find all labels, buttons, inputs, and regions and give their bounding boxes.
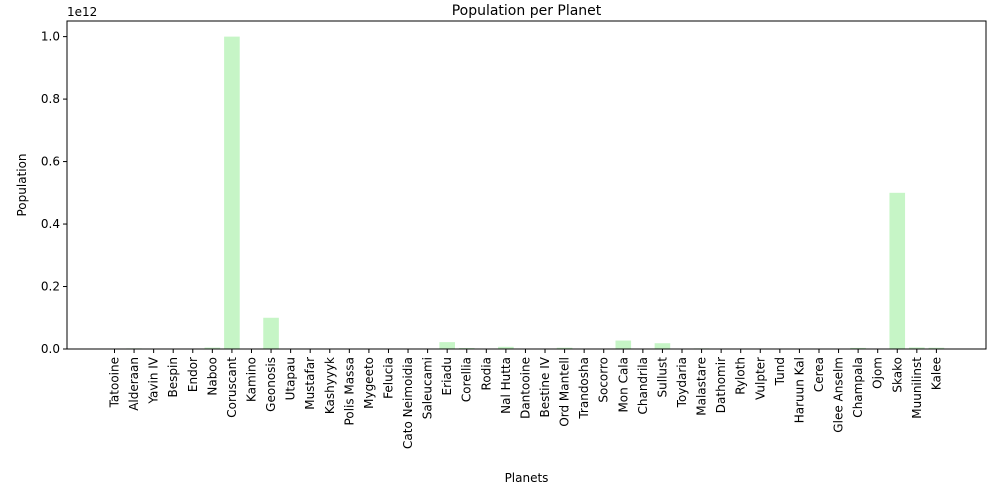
- bar-sullust: [654, 343, 671, 349]
- x-tick-label: Tatooine: [108, 357, 122, 408]
- bar-champala: [850, 347, 866, 349]
- bars-group: [106, 36, 945, 349]
- y-axis-label: Population: [15, 153, 29, 216]
- y-tick-label: 0.2: [41, 280, 60, 294]
- x-tick-label: Kamino: [244, 357, 258, 402]
- x-tick-label: Mustafar: [303, 357, 317, 410]
- x-tick-label: Sullust: [655, 357, 669, 398]
- x-tick-label: Dathomir: [714, 357, 728, 413]
- x-tick-label: Polis Massa: [342, 357, 356, 425]
- bar-nal-hutta: [498, 346, 514, 349]
- x-tick-label: Eriadu: [440, 357, 454, 395]
- y-axis: 0.0 0.2 0.4 0.6 0.8 1.0: [41, 30, 67, 356]
- x-tick-label: Muunilinst: [910, 357, 924, 419]
- x-tick-label: Cerea: [812, 357, 826, 392]
- x-tick-label: Cato Neimoidia: [401, 357, 415, 449]
- bar-naboo: [204, 347, 221, 349]
- bar-muunilinst: [909, 347, 925, 349]
- x-tick-label: Glee Anselm: [832, 357, 846, 433]
- x-tick-label: Bespin: [166, 357, 180, 397]
- chart-title: Population per Planet: [452, 3, 602, 19]
- bar-coruscant: [224, 36, 240, 349]
- x-tick-label: Socorro: [597, 357, 611, 403]
- x-tick-label: Mon Cala: [616, 357, 630, 413]
- bar-mon-cala: [615, 340, 632, 349]
- x-tick-label: Haruun Kal: [792, 357, 806, 423]
- y-tick-label: 0.8: [41, 92, 60, 106]
- x-axis-label: Planets: [505, 471, 549, 485]
- x-tick-label: Kalee: [929, 357, 943, 390]
- x-tick-label: Endor: [186, 357, 200, 392]
- x-tick-label: Nal Hutta: [499, 357, 513, 414]
- x-tick-label: Vulpter: [753, 357, 767, 400]
- x-tick-label: Yavin IV: [147, 356, 161, 404]
- y-tick-label: 0.4: [41, 217, 60, 231]
- x-tick-label: Kashyyyk: [323, 357, 337, 414]
- x-tick-label: Alderaan: [127, 357, 141, 411]
- x-axis: Tatooine Alderaan Yavin IV Bespin Endor Naboo…: [108, 349, 943, 449]
- x-tick-label: Coruscant: [225, 357, 239, 418]
- x-tick-label: Naboo: [205, 357, 219, 396]
- x-tick-label: Malastare: [695, 357, 709, 416]
- x-tick-label: Saleucami: [421, 357, 435, 419]
- x-tick-label: Dantooine: [518, 357, 532, 419]
- x-tick-label: Skako: [890, 357, 904, 393]
- y-tick-label: 0.0: [41, 342, 60, 356]
- y-tick-label: 0.6: [41, 155, 60, 169]
- x-tick-label: Champala: [851, 357, 865, 418]
- x-tick-label: Ryloth: [734, 357, 748, 395]
- y-offset-label: 1e12: [67, 5, 97, 19]
- bar-ord-mantell: [556, 347, 573, 349]
- x-tick-label: Toydaria: [675, 357, 689, 408]
- x-tick-label: Bestine IV: [538, 356, 552, 417]
- bar-eriadu: [439, 342, 455, 349]
- x-tick-label: Geonosis: [264, 357, 278, 412]
- x-tick-label: Mygeeto: [362, 357, 376, 409]
- x-tick-label: Tund: [773, 357, 787, 386]
- bar-skako: [889, 192, 906, 349]
- x-tick-label: Ord Mantell: [558, 357, 572, 427]
- bar-kalee: [928, 347, 945, 349]
- x-tick-label: Ojom: [871, 357, 885, 389]
- x-tick-label: Rodia: [479, 357, 493, 390]
- x-tick-label: Trandosha: [577, 357, 591, 420]
- x-tick-label: Felucia: [381, 357, 395, 399]
- bar-geonosis: [263, 317, 279, 349]
- y-tick-label: 1.0: [41, 30, 60, 44]
- x-tick-label: Utapau: [284, 357, 298, 400]
- x-tick-label: Chandrila: [636, 357, 650, 415]
- plot-frame: [66, 20, 987, 350]
- x-tick-label: Corellia: [460, 357, 474, 402]
